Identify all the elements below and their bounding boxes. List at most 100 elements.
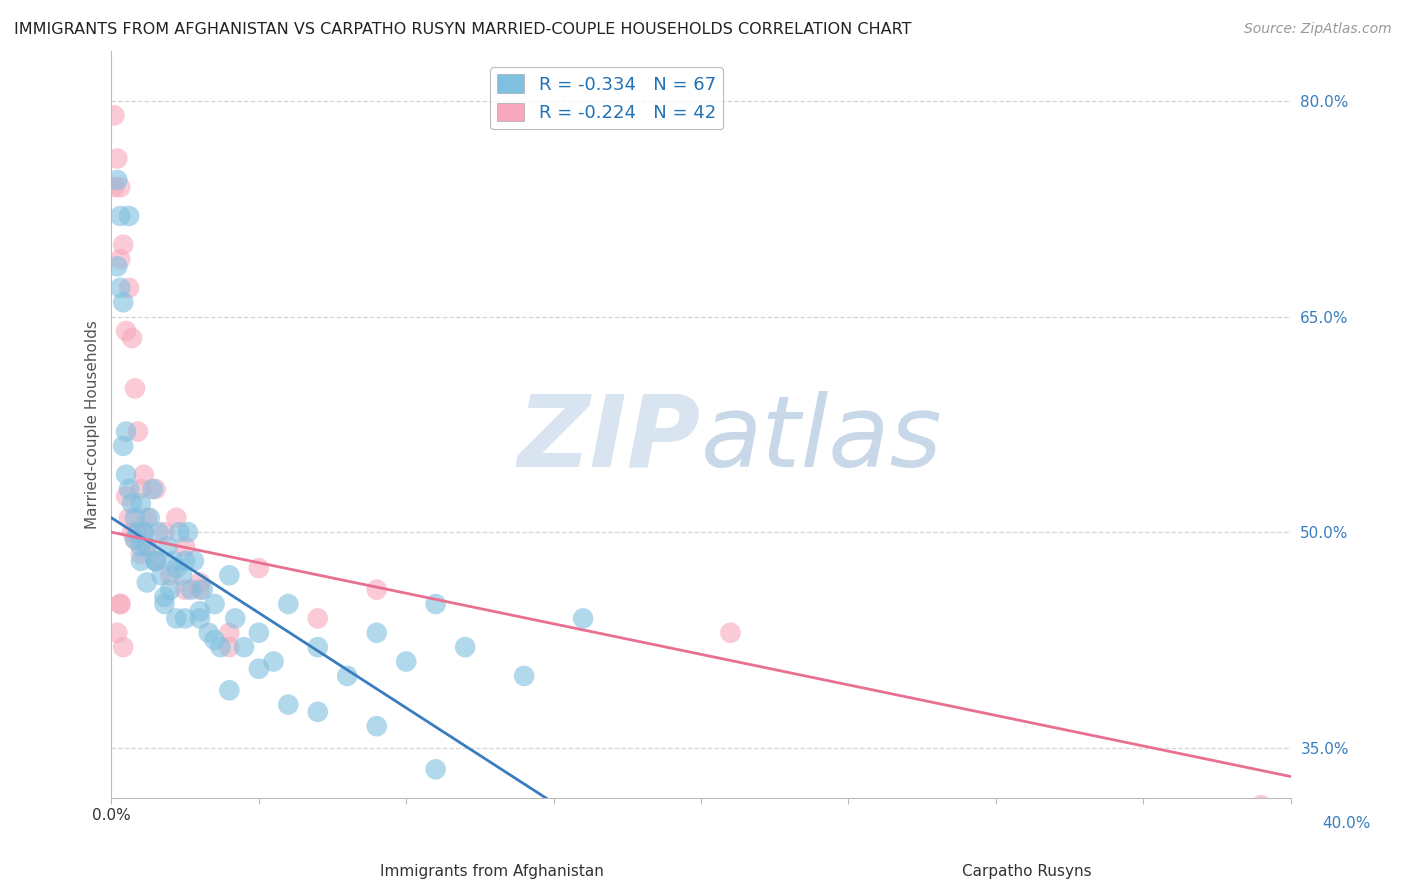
Point	[247, 662, 270, 676]
Point	[174, 582, 197, 597]
Point	[118, 209, 141, 223]
Text: Immigrants from Afghanistan: Immigrants from Afghanistan	[380, 863, 605, 879]
Point	[115, 467, 138, 482]
Point	[121, 525, 143, 540]
Point	[148, 525, 170, 540]
Point	[224, 611, 246, 625]
Point	[121, 331, 143, 345]
Point	[127, 525, 149, 540]
Point	[124, 533, 146, 547]
Point	[135, 540, 157, 554]
Point	[124, 381, 146, 395]
Point	[153, 525, 176, 540]
Y-axis label: Married-couple Households: Married-couple Households	[86, 320, 100, 529]
Point	[218, 640, 240, 655]
Point	[247, 561, 270, 575]
Point	[172, 568, 194, 582]
Point	[115, 425, 138, 439]
Point	[118, 482, 141, 496]
Point	[336, 669, 359, 683]
Point	[188, 611, 211, 625]
Point	[218, 625, 240, 640]
Point	[277, 698, 299, 712]
Point	[307, 611, 329, 625]
Point	[153, 597, 176, 611]
Point	[162, 554, 184, 568]
Point	[105, 625, 128, 640]
Point	[105, 152, 128, 166]
Point	[129, 547, 152, 561]
Point	[218, 568, 240, 582]
Point	[366, 719, 388, 733]
Point	[395, 655, 418, 669]
Point	[159, 568, 181, 582]
Point	[129, 496, 152, 510]
Point	[247, 625, 270, 640]
Point	[110, 209, 132, 223]
Point	[124, 533, 146, 547]
Point	[153, 590, 176, 604]
Point	[277, 597, 299, 611]
Point	[112, 439, 135, 453]
Point	[135, 510, 157, 524]
Point	[135, 575, 157, 590]
Point	[145, 554, 167, 568]
Point	[159, 582, 181, 597]
Point	[307, 705, 329, 719]
Point	[127, 525, 149, 540]
Point	[366, 625, 388, 640]
Point	[110, 597, 132, 611]
Point	[135, 540, 157, 554]
Point	[191, 582, 214, 597]
Text: Carpatho Rusyns: Carpatho Rusyns	[962, 863, 1091, 879]
Point	[454, 640, 477, 655]
Text: ZIP: ZIP	[517, 391, 702, 488]
Point	[197, 625, 219, 640]
Point	[1250, 798, 1272, 813]
Point	[366, 582, 388, 597]
Point	[209, 640, 232, 655]
Point	[204, 632, 226, 647]
Point	[110, 252, 132, 266]
Text: 40.0%: 40.0%	[1323, 816, 1371, 831]
Point	[177, 525, 200, 540]
Point	[103, 180, 125, 194]
Point	[425, 597, 447, 611]
Point	[129, 554, 152, 568]
Point	[105, 260, 128, 274]
Point	[110, 180, 132, 194]
Point	[720, 625, 742, 640]
Point	[118, 281, 141, 295]
Point	[513, 669, 536, 683]
Point	[167, 525, 190, 540]
Legend: R = -0.334   N = 67, R = -0.224   N = 42: R = -0.334 N = 67, R = -0.224 N = 42	[491, 67, 723, 129]
Point	[156, 540, 179, 554]
Point	[188, 582, 211, 597]
Point	[218, 683, 240, 698]
Point	[150, 568, 173, 582]
Point	[115, 324, 138, 338]
Point	[188, 575, 211, 590]
Point	[112, 237, 135, 252]
Point	[307, 640, 329, 655]
Point	[138, 510, 160, 524]
Point	[112, 640, 135, 655]
Point	[145, 554, 167, 568]
Point	[105, 173, 128, 187]
Point	[132, 525, 155, 540]
Point	[118, 510, 141, 524]
Point	[115, 489, 138, 503]
Point	[145, 482, 167, 496]
Point	[188, 604, 211, 618]
Point	[183, 554, 205, 568]
Point	[112, 295, 135, 310]
Point	[233, 640, 256, 655]
Point	[165, 510, 187, 524]
Point	[263, 655, 285, 669]
Point	[204, 597, 226, 611]
Point	[132, 525, 155, 540]
Point	[174, 554, 197, 568]
Point	[165, 561, 187, 575]
Text: atlas: atlas	[702, 391, 942, 488]
Point	[174, 611, 197, 625]
